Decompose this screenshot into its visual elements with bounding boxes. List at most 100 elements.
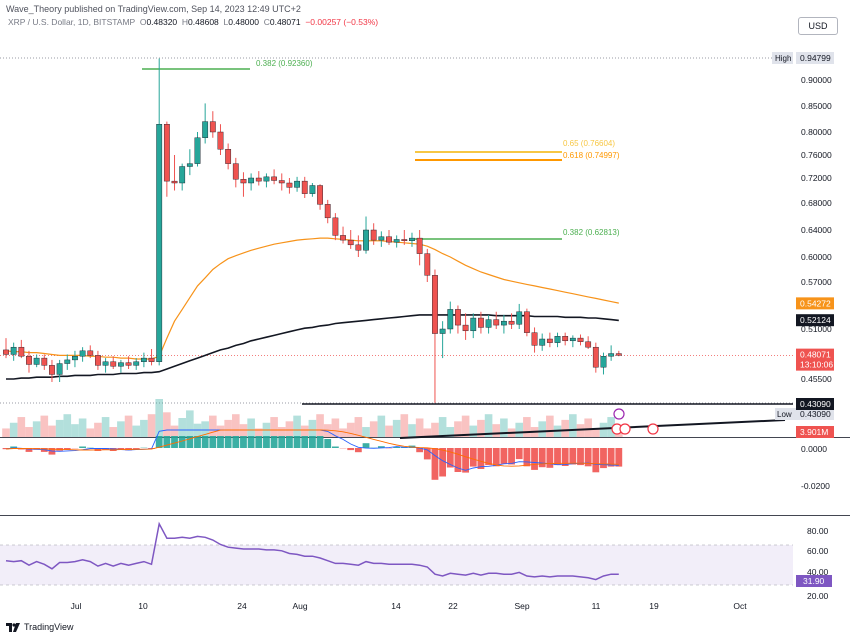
candle	[26, 350, 32, 373]
candle-body	[539, 338, 546, 346]
volume-bar	[186, 410, 194, 437]
price-tick-label: 0.85000	[801, 101, 832, 111]
candle-body	[577, 337, 584, 342]
candle	[562, 332, 569, 346]
candle	[72, 350, 78, 368]
volume-bar	[423, 428, 432, 437]
candle-body	[562, 336, 569, 342]
candle-body	[439, 328, 446, 334]
macd-histogram-bar	[554, 448, 561, 466]
candle	[585, 336, 592, 349]
ma200-tag-label: 0.52124	[800, 315, 831, 325]
candle	[347, 230, 354, 249]
candle-body	[163, 123, 170, 182]
macd-histogram-bar	[155, 436, 163, 448]
ma50-line	[5, 237, 619, 360]
volume-bar	[377, 415, 386, 437]
volume-bar	[538, 421, 546, 437]
volume-bar	[55, 419, 64, 437]
event-icon	[613, 408, 625, 420]
candle-body	[501, 320, 507, 326]
time-axis-label: 22	[448, 601, 458, 611]
symbol-label: XRP / U.S. Dollar, 1D, BITSTAMP	[8, 17, 136, 27]
volume-bar	[140, 419, 148, 437]
candle-body	[508, 320, 515, 325]
close-value: 0.48071	[269, 17, 301, 27]
volume-bar	[117, 421, 125, 437]
candle-body	[278, 180, 285, 184]
macd-histogram-bar	[278, 436, 286, 448]
price-tick-label: 0.64000	[801, 225, 832, 235]
macd-histogram-bar	[224, 436, 232, 448]
volume-bar	[147, 414, 156, 437]
price-tick-label: 0.57000	[801, 277, 832, 287]
candle-body	[615, 353, 622, 356]
candle	[209, 111, 216, 138]
footer-brand: TradingView	[24, 622, 74, 632]
candle	[600, 352, 607, 375]
candle	[179, 163, 186, 191]
candle	[110, 356, 117, 369]
macd-histogram-bar	[347, 448, 355, 451]
macd-histogram-bar	[117, 448, 125, 450]
event-icon	[619, 423, 631, 435]
close-label: C	[263, 17, 270, 27]
macd-histogram-bar	[462, 448, 469, 473]
low-tag-label: Low	[777, 410, 792, 419]
volume-bar	[477, 419, 485, 437]
change-value: −0.00257 (−0.53%)	[305, 17, 379, 27]
candle-body	[324, 204, 331, 219]
candle	[516, 303, 523, 329]
volume-bar	[170, 425, 179, 437]
candle	[56, 359, 63, 382]
volume-bar	[300, 425, 309, 437]
currency-button[interactable]: USD	[798, 17, 838, 35]
candle-body	[18, 346, 25, 357]
candle-body	[332, 217, 339, 236]
candle-body	[485, 319, 492, 328]
volume-bar	[48, 425, 56, 437]
candle	[615, 350, 622, 357]
candle-body	[363, 229, 369, 251]
rsi-tick-label: 40.00	[807, 567, 829, 577]
candle	[608, 345, 615, 361]
candle-body	[409, 237, 415, 242]
candle-body	[56, 363, 63, 375]
candle	[156, 58, 163, 366]
candle	[378, 231, 385, 247]
chart-header: Wave_Theory published on TradingView.com…	[0, 0, 850, 27]
volume-bar	[523, 417, 531, 437]
price-tick-label: 0.60000	[801, 252, 832, 262]
candle	[186, 149, 193, 176]
volume-bar	[78, 418, 87, 437]
time-axis-label: Jul	[71, 601, 82, 611]
volume-bar	[247, 418, 255, 437]
macd-histogram-bar	[331, 446, 339, 448]
candle	[478, 311, 484, 334]
support-value-label: 0.43090	[800, 399, 831, 409]
volume-bar	[354, 417, 363, 437]
volume-bar	[71, 424, 79, 437]
candle	[240, 172, 247, 197]
macd-tick-label: -0.0200	[801, 481, 830, 491]
time-axis-label: Oct	[733, 601, 747, 611]
price-tick-label: 0.51000	[801, 324, 832, 334]
volume-bar	[285, 421, 294, 437]
candle-body	[585, 341, 592, 348]
volume-bar	[9, 422, 18, 437]
volume-bar	[316, 414, 324, 437]
low-label: L	[223, 17, 229, 27]
open-value: 0.48320	[146, 17, 178, 27]
volume-bar	[224, 419, 232, 437]
volume-bar	[293, 415, 301, 437]
candle-body	[102, 361, 109, 366]
candle-body	[317, 185, 323, 205]
macd-histogram-bar	[523, 448, 531, 467]
macd-histogram-bar	[546, 448, 554, 468]
candle-body	[393, 239, 400, 243]
candle	[424, 248, 431, 282]
candle-body	[263, 176, 270, 182]
ma200-tag-bg	[796, 314, 834, 327]
macd-histogram-bar	[423, 448, 431, 460]
